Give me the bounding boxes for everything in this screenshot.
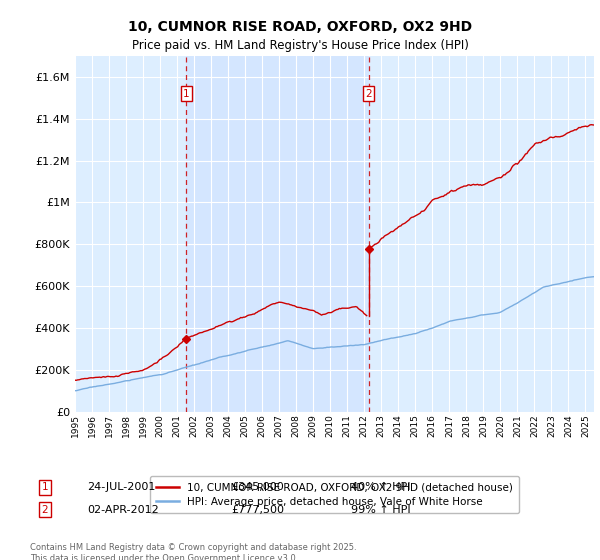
Text: 1: 1 (41, 482, 49, 492)
Text: 24-JUL-2001: 24-JUL-2001 (87, 482, 155, 492)
Bar (187, 56, 368, 412)
Text: 40% ↑ HPI: 40% ↑ HPI (351, 482, 410, 492)
Text: 99% ↑ HPI: 99% ↑ HPI (351, 505, 410, 515)
Legend: 10, CUMNOR RISE ROAD, OXFORD, OX2 9HD (detached house), HPI: Average price, deta: 10, CUMNOR RISE ROAD, OXFORD, OX2 9HD (d… (149, 477, 520, 513)
Text: 1: 1 (183, 88, 190, 99)
Text: 10, CUMNOR RISE ROAD, OXFORD, OX2 9HD: 10, CUMNOR RISE ROAD, OXFORD, OX2 9HD (128, 20, 472, 34)
Text: 2: 2 (365, 88, 372, 99)
Text: 2: 2 (41, 505, 49, 515)
Text: £777,500: £777,500 (231, 505, 284, 515)
Text: Contains HM Land Registry data © Crown copyright and database right 2025.
This d: Contains HM Land Registry data © Crown c… (30, 543, 356, 560)
Text: £345,000: £345,000 (231, 482, 284, 492)
Text: Price paid vs. HM Land Registry's House Price Index (HPI): Price paid vs. HM Land Registry's House … (131, 39, 469, 52)
Text: 02-APR-2012: 02-APR-2012 (87, 505, 159, 515)
